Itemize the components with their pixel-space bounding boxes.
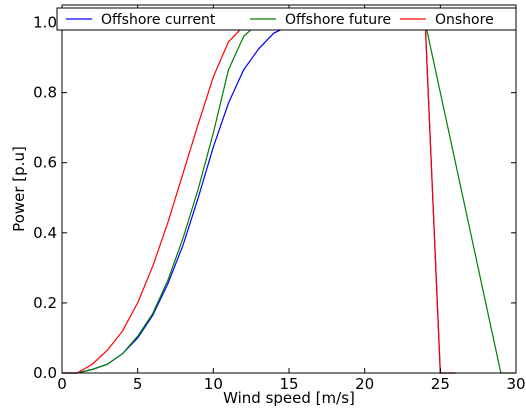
series-line-0 xyxy=(62,21,456,374)
legend-box xyxy=(56,7,517,31)
x-tick-label: 25 xyxy=(431,375,450,393)
x-axis-label: Wind speed [m/s] xyxy=(223,389,355,407)
x-tick-label: 30 xyxy=(506,375,525,393)
x-tick-label: 0 xyxy=(57,375,67,393)
y-tick-label: 0.8 xyxy=(33,84,57,102)
y-tick-label: 0.2 xyxy=(33,294,57,312)
y-tick-label: 0.0 xyxy=(33,364,57,382)
y-tick-label: 0.6 xyxy=(33,154,57,172)
axis-ticks: 0 5 10 15 20 25 30 0.0 0.2 0.4 0.6 0.8 1.0 xyxy=(33,5,526,393)
legend-label-2: Onshore xyxy=(435,12,494,28)
legend: Offshore current Offshore future Onshore xyxy=(56,7,517,31)
y-tick-label: 1.0 xyxy=(33,14,57,32)
legend-label-0: Offshore current xyxy=(101,12,216,28)
series-line-2 xyxy=(62,21,456,374)
legend-label-1: Offshore future xyxy=(285,12,391,28)
series-layer xyxy=(62,21,516,374)
x-tick-label: 15 xyxy=(279,375,298,393)
x-tick-label: 20 xyxy=(355,375,374,393)
x-tick-label: 10 xyxy=(204,375,223,393)
x-tick-label: 5 xyxy=(133,375,143,393)
series-line-1 xyxy=(62,21,516,374)
y-axis-label: Power [p.u] xyxy=(10,146,28,232)
y-tick-label: 0.4 xyxy=(33,224,57,242)
